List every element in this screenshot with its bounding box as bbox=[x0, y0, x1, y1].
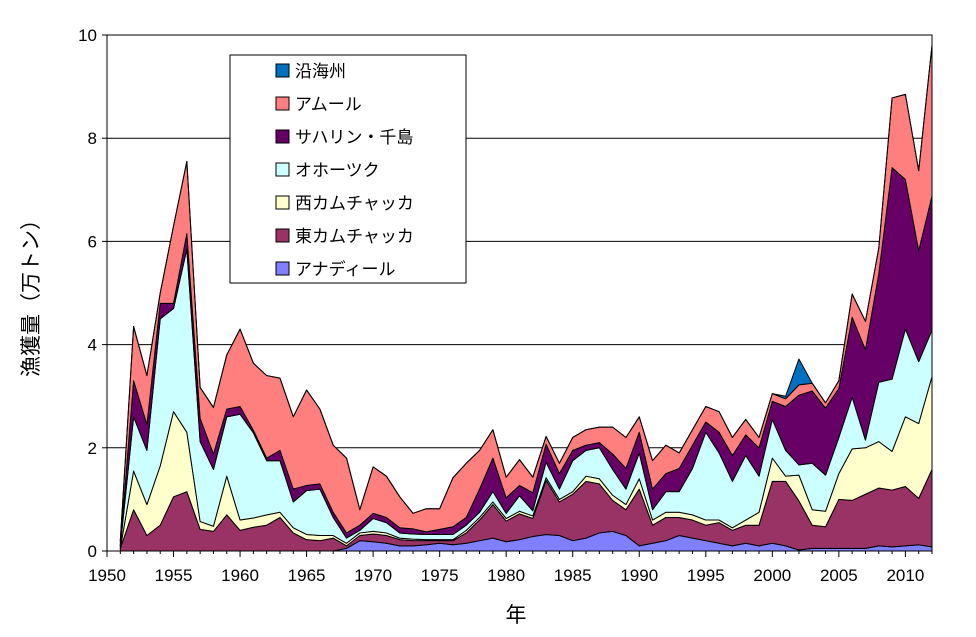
y-tick-label: 8 bbox=[88, 129, 97, 148]
legend-label: サハリン・千島 bbox=[295, 128, 413, 148]
y-tick-label: 0 bbox=[88, 542, 97, 561]
y-tick-label: 4 bbox=[88, 336, 97, 355]
x-axis-ticks: 1950 1955 1960 1965 1970 1975 1980 1985 1990 1995… bbox=[88, 551, 933, 585]
legend-label: アナディール bbox=[295, 259, 395, 280]
legend-swatch bbox=[275, 129, 290, 144]
legend-swatch bbox=[275, 63, 290, 78]
x-tick-label: 2005 bbox=[820, 566, 858, 585]
x-tick-label: 1995 bbox=[687, 566, 725, 585]
x-tick-label: 2010 bbox=[886, 566, 924, 585]
legend-swatch bbox=[275, 195, 290, 210]
legend-label: 沿海州 bbox=[295, 62, 346, 82]
legend-box bbox=[229, 54, 467, 284]
x-axis-title: 年 bbox=[506, 603, 527, 627]
legend-swatch bbox=[275, 261, 290, 276]
x-tick-label: 1970 bbox=[354, 566, 392, 585]
y-tick-label: 6 bbox=[88, 232, 97, 251]
x-tick-label: 1990 bbox=[620, 566, 658, 585]
x-tick-label: 1985 bbox=[554, 566, 592, 585]
y-tick-label: 10 bbox=[78, 26, 97, 45]
x-tick-label: 1950 bbox=[88, 566, 126, 585]
x-tick-label: 2000 bbox=[753, 566, 791, 585]
x-tick-label: 1975 bbox=[421, 566, 459, 585]
legend-label: 西カムチャッカ bbox=[295, 194, 414, 214]
x-tick-label: 1980 bbox=[487, 566, 525, 585]
legend-swatch bbox=[275, 96, 290, 111]
legend-label: オホーツク bbox=[295, 161, 380, 181]
x-tick-label: 1960 bbox=[221, 566, 259, 585]
legend-label: アムール bbox=[295, 95, 362, 115]
x-tick-label: 1955 bbox=[155, 566, 193, 585]
y-axis-title: 漁獲量（万トン） bbox=[19, 209, 43, 377]
y-tick-label: 2 bbox=[88, 439, 97, 458]
x-tick-label: 1965 bbox=[288, 566, 326, 585]
legend-label: 東カムチャッカ bbox=[295, 227, 414, 247]
y-axis-ticks: 0 2 4 6 8 10 bbox=[78, 26, 107, 561]
legend-swatch bbox=[275, 162, 290, 177]
legend-swatch bbox=[275, 228, 290, 243]
